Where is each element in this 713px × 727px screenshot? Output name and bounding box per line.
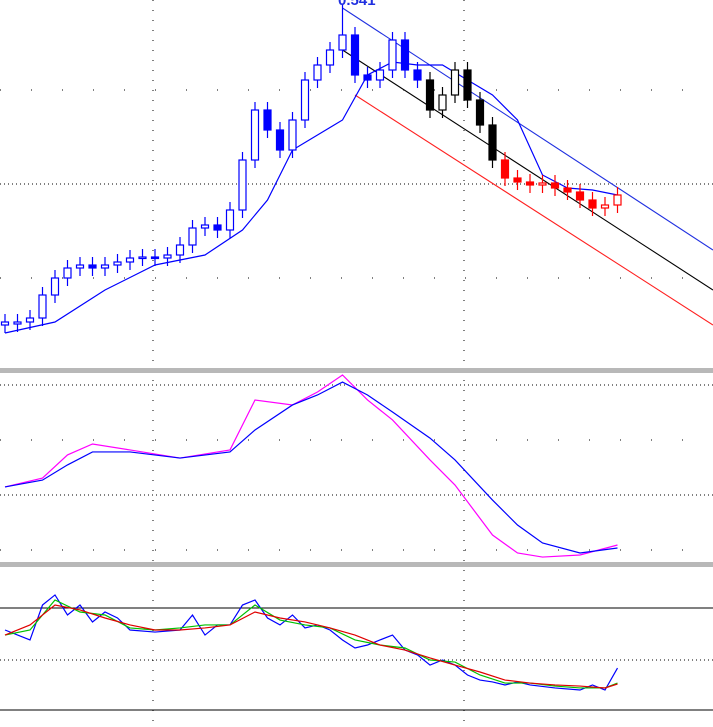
candle-body [300, 79, 310, 121]
candle-body [163, 254, 172, 259]
candle-body [38, 294, 47, 319]
candle-body [150, 256, 160, 260]
candle-body [413, 69, 422, 81]
candle-body [125, 257, 135, 263]
candle-body [88, 264, 97, 269]
trend-line [354, 94, 713, 326]
candle-body [588, 199, 597, 209]
candle-body [200, 224, 210, 229]
candle-body [238, 159, 247, 211]
candle-body [338, 34, 347, 51]
candle-body [225, 209, 235, 231]
candle-body [350, 34, 360, 76]
price-panel [0, 4, 713, 334]
candle-body [575, 191, 585, 201]
candle-body [63, 267, 72, 279]
candle-body [388, 39, 397, 71]
candle-body [0, 321, 10, 326]
candle-body [400, 39, 410, 71]
candle-body [438, 94, 447, 111]
candle-body [375, 69, 385, 81]
panel-divider [0, 562, 713, 567]
candle-body [188, 227, 197, 246]
annotation: 0.541 [338, 0, 376, 9]
indicator-line [4, 604, 618, 689]
candle-body [613, 194, 622, 206]
candle-body [500, 159, 510, 179]
candle-body [100, 264, 110, 269]
indicator-line [4, 381, 618, 554]
candle-body [463, 69, 472, 101]
candle-body [313, 64, 322, 81]
indicator-line [4, 374, 618, 558]
candle-body [488, 124, 497, 161]
candle-body [325, 49, 335, 66]
candle-body [13, 321, 22, 325]
candle-body [138, 256, 147, 260]
candle-body [275, 129, 285, 151]
candle-body [213, 224, 222, 231]
candle-body [288, 119, 297, 151]
candle-body [450, 69, 460, 96]
candle-body [525, 181, 535, 186]
candle-body [175, 244, 185, 256]
candle-body [475, 99, 485, 126]
candle-body [25, 317, 35, 323]
oscillator-panel [4, 594, 619, 691]
candle-body [513, 177, 522, 183]
candle-body [363, 74, 372, 81]
candle-body [538, 182, 547, 186]
indicator-panel [4, 374, 618, 558]
candle-body [113, 261, 122, 266]
candle-body [250, 109, 260, 161]
panel-divider [0, 368, 713, 373]
candle-body [600, 204, 610, 209]
candle-body [263, 109, 272, 131]
candle-body [75, 264, 85, 269]
candle-body [425, 79, 435, 111]
candle-body [50, 277, 60, 296]
trend-line [342, 49, 713, 291]
candle-body [563, 187, 572, 193]
candle-body [550, 182, 560, 189]
